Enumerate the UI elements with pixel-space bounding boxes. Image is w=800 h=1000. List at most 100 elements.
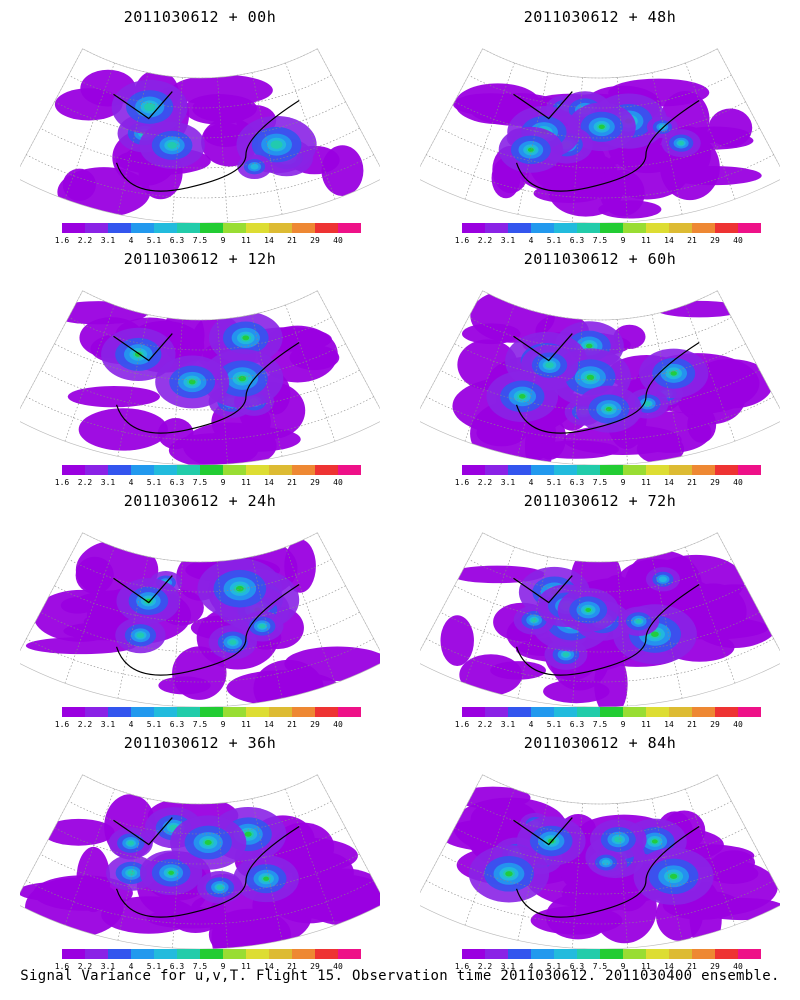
variance-map bbox=[420, 532, 780, 707]
color-scale-labels: 1.6 2.2 3.1 4 5.1 6.3 7.5 9 11 14 21 29 40 bbox=[55, 478, 362, 488]
color-scale-label: 11 bbox=[641, 962, 651, 971]
color-scale-swatch bbox=[223, 707, 246, 717]
coastline bbox=[513, 817, 700, 918]
variance-field bbox=[440, 786, 780, 949]
color-scale-labels: 1.6 2.2 3.1 4 5.1 6.3 7.5 9 11 14 21 29 40 bbox=[55, 236, 362, 246]
color-scale-swatch bbox=[692, 707, 715, 717]
color-scale-swatch bbox=[508, 707, 531, 717]
color-scale-label: 9 bbox=[220, 478, 226, 487]
color-scale-label: 29 bbox=[710, 236, 720, 245]
color-scale-label: 1.6 bbox=[454, 720, 470, 729]
color-scale-labels: 1.6 2.2 3.1 4 5.1 6.3 7.5 9 11 14 21 29 40 bbox=[55, 720, 362, 730]
color-scale-swatch bbox=[108, 465, 131, 475]
color-scale-swatch bbox=[154, 707, 177, 717]
color-scale-swatch bbox=[315, 707, 338, 717]
color-scale-swatch bbox=[715, 949, 738, 959]
color-scale-label: 7.5 bbox=[592, 962, 608, 971]
panel-title: 2011030612 + 60h bbox=[523, 250, 677, 268]
variance-field bbox=[54, 69, 364, 217]
color-scale-swatch bbox=[177, 223, 200, 233]
color-scale-label: 14 bbox=[664, 236, 674, 245]
color-scale-swatch bbox=[131, 707, 154, 717]
panel-title: 2011030612 + 48h bbox=[523, 8, 677, 26]
color-scale-swatch bbox=[669, 949, 692, 959]
color-scale-swatch bbox=[292, 223, 315, 233]
color-scale-label: 40 bbox=[333, 236, 343, 245]
color-scale-label: 14 bbox=[264, 962, 274, 971]
color-scale-swatch bbox=[108, 949, 131, 959]
color-scale-swatch bbox=[246, 949, 269, 959]
forecast-panel: 2011030612 + 48h 1.6 2.2 3.1 4 5.1 6.3 7.5 9 11 14… bbox=[400, 0, 800, 245]
color-scale-label: 21 bbox=[287, 478, 297, 487]
color-scale-swatch bbox=[485, 465, 508, 475]
color-scale-swatch bbox=[62, 707, 85, 717]
color-scale-swatch bbox=[338, 707, 361, 717]
color-scale-label: 4 bbox=[528, 478, 534, 487]
forecast-panel: 2011030612 + 36h 1.6 2.2 3.1 4 5.1 6.3 7.5 9 11 14… bbox=[0, 726, 400, 971]
color-scale-swatch bbox=[223, 465, 246, 475]
color-scale-swatch bbox=[577, 707, 600, 717]
color-scale-label: 21 bbox=[287, 962, 297, 971]
figure-caption: Signal Variance for u,v,T. Flight 15. Ob… bbox=[20, 968, 780, 984]
color-scale-label: 3.1 bbox=[500, 478, 516, 487]
color-scale-swatch bbox=[131, 223, 154, 233]
color-scale-bar bbox=[462, 707, 761, 717]
color-scale-label: 11 bbox=[641, 720, 651, 729]
color-scale-swatch bbox=[577, 465, 600, 475]
color-scale-label: 6.3 bbox=[569, 962, 585, 971]
color-scale-label: 9 bbox=[620, 962, 626, 971]
color-scale-swatch bbox=[508, 223, 531, 233]
variance-field bbox=[453, 78, 762, 219]
color-scale-swatch bbox=[531, 223, 554, 233]
color-scale-label: 21 bbox=[687, 236, 697, 245]
color-scale-swatch bbox=[315, 465, 338, 475]
color-scale-label: 7.5 bbox=[192, 962, 208, 971]
variance-field bbox=[440, 547, 780, 707]
color-scale-label: 3.1 bbox=[500, 962, 516, 971]
color-scale-swatch bbox=[715, 465, 738, 475]
color-scale-swatch bbox=[531, 465, 554, 475]
color-scale-label: 40 bbox=[733, 236, 743, 245]
color-scale-swatch bbox=[623, 707, 646, 717]
color-scale-label: 29 bbox=[710, 962, 720, 971]
color-scale-swatch bbox=[692, 949, 715, 959]
color-scale-swatch bbox=[108, 707, 131, 717]
color-scale-swatch bbox=[508, 949, 531, 959]
color-scale-swatch bbox=[554, 465, 577, 475]
color-scale-swatch bbox=[223, 223, 246, 233]
color-scale-label: 1.6 bbox=[454, 962, 470, 971]
coastline bbox=[113, 333, 300, 434]
color-scale-swatch bbox=[338, 223, 361, 233]
color-scale-swatch bbox=[554, 949, 577, 959]
color-scale-swatch bbox=[715, 223, 738, 233]
color-scale-label: 6.3 bbox=[169, 478, 185, 487]
color-scale-label: 14 bbox=[664, 962, 674, 971]
color-scale-label: 14 bbox=[664, 720, 674, 729]
color-scale-label: 1.6 bbox=[454, 478, 470, 487]
variance-map bbox=[20, 774, 380, 949]
variance-map bbox=[420, 290, 780, 465]
color-scale-label: 4 bbox=[128, 720, 134, 729]
color-scale-swatch bbox=[269, 949, 292, 959]
color-scale-label: 11 bbox=[241, 720, 251, 729]
color-scale-swatch bbox=[85, 707, 108, 717]
variance-map bbox=[420, 774, 780, 949]
color-scale-label: 6.3 bbox=[169, 962, 185, 971]
coastline bbox=[513, 575, 700, 676]
color-scale-label: 4 bbox=[128, 962, 134, 971]
color-scale-swatch bbox=[154, 223, 177, 233]
color-scale-label: 9 bbox=[220, 720, 226, 729]
color-scale-swatch bbox=[246, 707, 269, 717]
variance-field bbox=[49, 301, 340, 465]
color-scale-swatch bbox=[508, 465, 531, 475]
color-scale-labels: 1.6 2.2 3.1 4 5.1 6.3 7.5 9 11 14 21 29 40 bbox=[455, 720, 762, 730]
color-scale-swatch bbox=[646, 949, 669, 959]
color-scale-label: 29 bbox=[310, 962, 320, 971]
color-scale-swatch bbox=[669, 223, 692, 233]
color-scale-label: 6.3 bbox=[569, 478, 585, 487]
color-scale-label: 7.5 bbox=[592, 720, 608, 729]
forecast-panel: 2011030612 + 60h 1.6 2.2 3.1 4 5.1 6.3 7.5 9 11 14… bbox=[400, 242, 800, 487]
color-scale-label: 2.2 bbox=[477, 236, 493, 245]
color-scale-label: 21 bbox=[687, 478, 697, 487]
color-scale-label: 5.1 bbox=[546, 236, 562, 245]
